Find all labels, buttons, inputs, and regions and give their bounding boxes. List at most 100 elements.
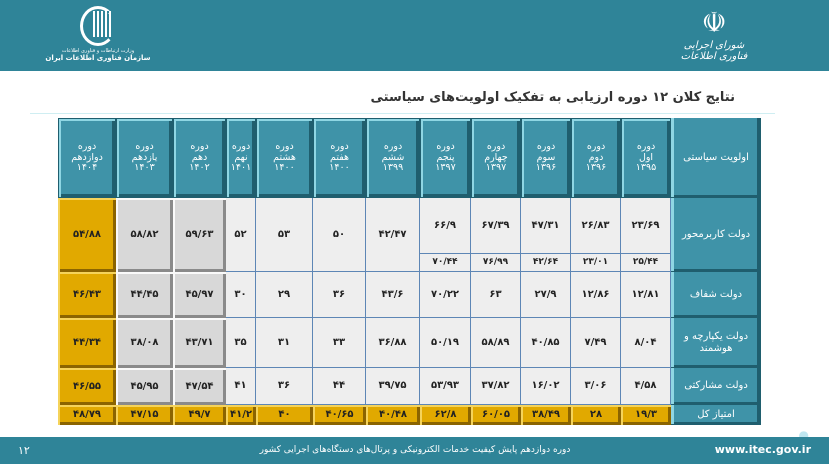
period-l1: دوره <box>275 140 294 152</box>
slide-title: نتایج کلان ۱۲ دوره ارزیابی به تفکیک اولو… <box>370 90 735 105</box>
period-header: دوره دوازدهم ۱۴۰۴ <box>58 118 116 198</box>
total-cell: ۳۸/۴۹ <box>521 405 571 425</box>
table-cell: ۵۴/۸۸ <box>58 198 116 272</box>
cell-value: ۶۶/۹ <box>420 198 470 254</box>
period-l2: سوم <box>536 151 556 163</box>
period-year: ۱۴۰۰ <box>329 162 350 174</box>
period-year: ۱۴۰۴ <box>76 162 98 174</box>
period-l2: اول <box>638 151 654 163</box>
period-l2: ششم <box>381 151 405 163</box>
table-cell: ۳/۰۶ <box>571 368 621 405</box>
period-header: دوره یازدهم ۱۴۰۳ <box>116 118 173 198</box>
period-l2: پنجم <box>436 151 455 163</box>
cell-sub-value: ۷۰/۴۴ <box>432 257 458 268</box>
period-year: ۱۳۹۶ <box>535 162 557 174</box>
results-table: اولویت سیاستی دوره اول ۱۳۹۵ دوره دوم ۱۳۹۶ دوره س… <box>57 118 761 425</box>
table-cell: ۴۴ <box>313 368 366 405</box>
period-l2: نهم <box>234 151 248 163</box>
table-cell: ۵۰ <box>313 198 366 272</box>
ito-logo: وزارت ارتباطات و فناوری اطلاعات سازمان ف… <box>38 6 158 62</box>
table-cell: ۴۳/۶ <box>366 272 420 318</box>
table-cell: ۴۰/۸۵ <box>521 318 571 368</box>
table-cell: ۳۰ <box>226 272 256 318</box>
table-cell: ۴۷/۳۱ ۴۲/۶۴ <box>521 198 571 272</box>
total-cell: ۴۸/۷۹ <box>58 405 116 425</box>
total-label: امتیاز کل <box>671 405 761 425</box>
period-header: دوره اول ۱۳۹۵ <box>621 118 671 198</box>
ito-logo-icon <box>80 6 116 46</box>
total-cell: ۴۰/۴۸ <box>366 405 420 425</box>
period-header: دوره پنجم ۱۳۹۷ <box>420 118 471 198</box>
logo-org-text: سازمان فناوری اطلاعات ایران <box>45 54 151 62</box>
total-cell: ۴۹/۷ <box>173 405 226 425</box>
council-text: شورای اجرایی فناوری اطلاعات <box>680 40 748 62</box>
table-cell: ۳۶ <box>313 272 366 318</box>
period-year: ۱۴۰۱ <box>230 162 252 174</box>
table-cell: ۶۳ <box>471 272 521 318</box>
table-cell: ۵۸/۸۲ <box>116 198 173 272</box>
period-year: ۱۴۰۲ <box>189 162 210 174</box>
table-cell: ۳۶/۸۸ <box>366 318 420 368</box>
footer: ۱۲ دوره دوازدهم پایش کیفیت خدمات الکترون… <box>0 437 829 464</box>
table-cell: ۲۷/۹ <box>521 272 571 318</box>
cell-sub-value: ۴۲/۶۴ <box>532 257 559 268</box>
period-year: ۱۳۹۷ <box>485 162 507 174</box>
table-cell: ۳۹/۷۵ <box>366 368 420 405</box>
period-header: دوره هشتم ۱۴۰۰ <box>256 118 313 198</box>
table-cell: ۴۶/۵۵ <box>58 368 116 405</box>
cell-value: ۶۷/۳۹ <box>471 198 520 254</box>
period-l1: دوره <box>330 140 349 152</box>
row-label: دولت مشارکتی <box>671 368 761 405</box>
period-l1: دوره <box>436 140 455 152</box>
cell-value: ۲۳/۶۹ <box>621 198 670 254</box>
cell-sub-value: ۲۵/۴۴ <box>632 257 659 268</box>
table-cell: ۲۶/۸۳ ۲۳/۰۱ <box>571 198 621 272</box>
period-l1: دوره <box>231 140 251 152</box>
table-cell: ۴/۵۸ <box>621 368 671 405</box>
table-cell: ۴۴/۴۵ <box>116 272 173 318</box>
period-year: ۱۳۹۹ <box>382 162 404 174</box>
period-header: دوره دهم ۱۴۰۲ <box>173 118 226 198</box>
table-cell: ۲۹ <box>256 272 313 318</box>
period-l2: هفتم <box>330 151 350 163</box>
period-l1: دوره <box>135 140 154 152</box>
table-cell: ۴۲/۴۷ <box>366 198 420 272</box>
watermark-icon: ● <box>798 428 809 442</box>
period-l1: دوره <box>190 140 209 152</box>
period-l2: دوازدهم <box>71 151 103 163</box>
table-cell: ۳۷/۸۲ <box>471 368 521 405</box>
table-cell: ۱۲/۸۱ <box>621 272 671 318</box>
table-cell: ۴۱ <box>226 368 256 405</box>
period-header: دوره هفتم ۱۴۰۰ <box>313 118 366 198</box>
period-header: دوره نهم ۱۴۰۱ <box>226 118 256 198</box>
period-l2: دهم <box>191 151 208 163</box>
table-cell: ۳۸/۰۸ <box>116 318 173 368</box>
cell-value: ۲۶/۸۳ <box>571 198 620 254</box>
total-cell: ۴۰/۶۵ <box>313 405 366 425</box>
table-cell: ۲۳/۶۹ ۲۵/۴۴ <box>621 198 671 272</box>
table-cell: ۵۳ <box>256 198 313 272</box>
cell-value: ۴۷/۳۱ <box>521 198 570 254</box>
table-cell: ۵۰/۱۹ <box>420 318 471 368</box>
period-l2: چهارم <box>484 151 508 163</box>
total-cell: ۶۲/۸ <box>420 405 471 425</box>
table-cell: ۴۵/۹۵ <box>116 368 173 405</box>
table-cell: ۶۷/۳۹ ۷۶/۹۹ <box>471 198 521 272</box>
logo-ministry-text: وزارت ارتباطات و فناوری اطلاعات <box>61 48 135 54</box>
period-year: ۱۴۰۳ <box>134 162 155 174</box>
period-l2: یازدهم <box>131 151 158 163</box>
period-header: دوره چهارم ۱۳۹۷ <box>471 118 521 198</box>
table-cell: ۸/۰۴ <box>621 318 671 368</box>
total-cell: ۴۱/۲ <box>226 405 256 425</box>
row-label: دولت یکپارچه و هوشمند <box>671 318 761 368</box>
total-cell: ۴۰ <box>256 405 313 425</box>
table-cell: ۵۹/۶۳ <box>173 198 226 272</box>
website-url: www.itec.gov.ir <box>714 443 811 456</box>
total-cell: ۶۰/۰۵ <box>471 405 521 425</box>
table-cell: ۳۵ <box>226 318 256 368</box>
table-cell: ۵۲ <box>226 198 256 272</box>
period-header: دوره دوم ۱۳۹۶ <box>571 118 621 198</box>
footer-text: دوره دوازدهم پایش کیفیت خدمات الکترونیکی… <box>259 445 571 455</box>
period-header: دوره ششم ۱۳۹۹ <box>366 118 420 198</box>
period-year: ۱۴۰۰ <box>274 162 295 174</box>
